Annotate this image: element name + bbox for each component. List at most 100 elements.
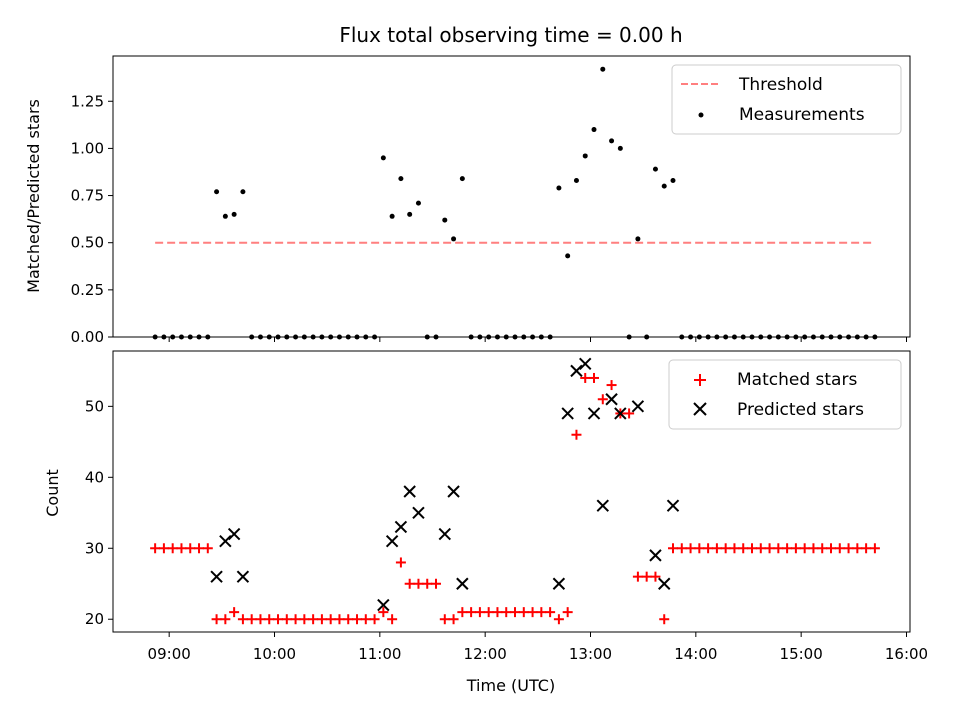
measurement-point — [451, 236, 457, 242]
matched-star-point — [290, 614, 301, 625]
matched-star-point — [308, 614, 319, 625]
matched-star-point — [167, 543, 178, 554]
predicted-star-point — [219, 534, 232, 548]
matched-star-point — [492, 607, 503, 618]
measurement-point — [398, 176, 404, 182]
matched-star-point — [545, 607, 556, 618]
matched-star-point — [843, 543, 854, 554]
matched-star-point — [202, 543, 213, 554]
top-y-axis-label: Matched/Predicted stars — [24, 99, 43, 293]
matched-star-point — [817, 543, 828, 554]
matched-star-point — [483, 607, 494, 618]
matched-star-point — [606, 380, 617, 391]
bottom-plot-area — [150, 357, 880, 625]
measurement-point — [635, 236, 641, 242]
bottom-legend: Matched stars Predicted stars — [668, 359, 902, 430]
measurement-point — [565, 253, 571, 259]
matched-star-point — [369, 614, 380, 625]
predicted-star-point — [605, 393, 618, 406]
predicted-star-point — [570, 364, 583, 378]
measurement-point — [600, 66, 606, 72]
matched-star-point — [527, 607, 538, 618]
matched-star-point — [580, 372, 591, 383]
measurement-point — [582, 153, 588, 159]
matched-star-point — [264, 614, 275, 625]
matched-star-point — [703, 543, 714, 554]
matched-star-point — [246, 614, 257, 625]
matched-star-point — [782, 543, 793, 554]
x-tick-label: 10:00 — [253, 645, 296, 663]
matched-star-point — [299, 614, 310, 625]
matched-star-point — [281, 614, 292, 625]
matched-star-point — [255, 614, 266, 625]
top-y-tick-label: 0.75 — [71, 187, 104, 205]
x-tick-label: 13:00 — [569, 645, 612, 663]
matched-star-point — [694, 543, 705, 554]
predicted-star-point — [447, 485, 460, 498]
matched-star-point — [729, 543, 740, 554]
bottom-y-tick-label: 20 — [85, 610, 104, 628]
matched-star-point — [641, 571, 652, 582]
matched-star-point — [685, 543, 696, 554]
measurement-point — [459, 176, 465, 182]
measurement-point — [222, 213, 228, 219]
bottom-y-tick-label: 50 — [85, 397, 104, 415]
top-chart-title: Flux total observing time = 0.00 h — [339, 23, 682, 47]
matched-star-point — [536, 607, 547, 618]
predicted-legend-swatch — [693, 402, 707, 416]
predicted-star-point — [579, 357, 592, 370]
matched-star-point — [343, 614, 354, 625]
measurement-point — [573, 177, 579, 183]
matched-star-point — [773, 543, 784, 554]
matched-star-point — [632, 571, 643, 582]
x-tick-label: 11:00 — [358, 645, 401, 663]
matched-star-point — [826, 543, 837, 554]
matched-star-point — [650, 571, 661, 582]
matched-star-point — [150, 543, 161, 554]
matched-star-point — [720, 543, 731, 554]
matched-star-point — [422, 578, 433, 589]
matched-star-point — [553, 614, 564, 625]
matched-star-point — [676, 543, 687, 554]
bottom-y-tick-label: 30 — [85, 539, 104, 557]
legend-matched-stars: Matched stars — [737, 370, 857, 390]
x-tick-label: 16:00 — [885, 645, 928, 663]
measurements-legend-swatch — [698, 112, 704, 118]
measurement-point — [442, 217, 448, 223]
matched-star-point — [764, 543, 775, 554]
measurement-point — [380, 155, 386, 161]
predicted-star-point — [587, 407, 601, 420]
bottom-axes-frame — [112, 350, 911, 633]
matched-legend-swatch — [694, 374, 706, 386]
measurement-point — [214, 189, 220, 195]
x-tick-label: 14:00 — [674, 645, 717, 663]
measurement-point — [556, 185, 562, 191]
matched-star-point — [738, 543, 749, 554]
matched-star-point — [852, 543, 863, 554]
matched-star-point — [273, 614, 284, 625]
matched-star-point — [510, 607, 521, 618]
predicted-star-point — [561, 407, 574, 420]
x-tick-label: 09:00 — [148, 645, 191, 663]
matched-star-point — [518, 607, 529, 618]
matched-star-point — [211, 614, 222, 625]
matched-star-point — [790, 543, 801, 554]
x-tick-label: 15:00 — [780, 645, 823, 663]
matched-star-point — [387, 614, 398, 625]
predicted-star-point — [649, 549, 662, 562]
legend-predicted-stars: Predicted stars — [737, 400, 864, 420]
matched-star-point — [799, 543, 810, 554]
matched-star-point — [589, 372, 600, 383]
measurement-point — [670, 177, 676, 183]
top-y-tick-label: 0.25 — [71, 281, 104, 299]
predicted-star-point — [227, 527, 241, 541]
matched-star-point — [220, 614, 231, 625]
matched-star-point — [352, 614, 363, 625]
matched-star-point — [237, 614, 248, 625]
matched-star-point — [711, 543, 722, 554]
matched-star-point — [501, 607, 512, 618]
matched-star-point — [194, 543, 205, 554]
top-y-tick-label: 1.25 — [71, 92, 104, 110]
predicted-star-point — [377, 598, 390, 612]
